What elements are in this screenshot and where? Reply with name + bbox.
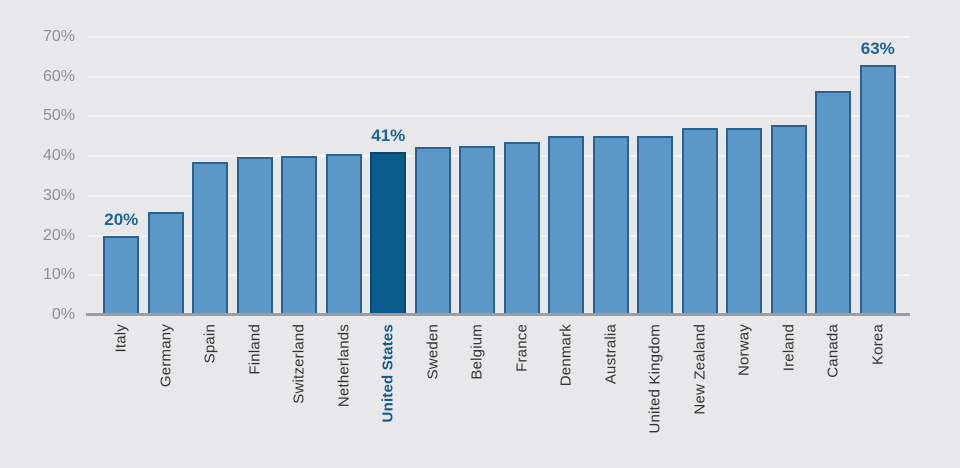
- x-category-label: France: [513, 324, 531, 372]
- x-category-label: Italy: [112, 324, 130, 353]
- x-category-label: Spain: [201, 324, 219, 364]
- bar-column: 41% United States: [366, 37, 411, 422]
- y-tick-label: 0%: [51, 306, 75, 323]
- highlighted-bar: [370, 152, 407, 315]
- bar-column: 20% Italy: [99, 37, 144, 353]
- y-tick-label: 30%: [42, 186, 75, 204]
- y-tick-label: 10%: [42, 266, 75, 284]
- bar-column: Ireland: [767, 37, 812, 371]
- data-label: 20%: [104, 209, 139, 229]
- bar-column: Switzerland: [277, 37, 322, 404]
- x-category-label: Denmark: [557, 324, 575, 387]
- y-tick-label: 40%: [42, 147, 75, 165]
- bar-column: Belgium: [455, 37, 500, 380]
- y-tick-label: 50%: [42, 107, 75, 125]
- bar-column: Netherlands: [322, 37, 367, 407]
- bar-column: Canada: [811, 37, 856, 378]
- bar: [103, 235, 140, 315]
- bar: [281, 156, 318, 315]
- x-category-label: Switzerland: [290, 324, 308, 404]
- bar: [147, 211, 184, 315]
- bar: [726, 127, 763, 315]
- bar: [815, 91, 852, 315]
- x-axis-line: [86, 313, 910, 316]
- bar-series: 20% Italy Germany Spain Finland Switzerland Ne…: [99, 37, 901, 434]
- bar: [503, 142, 540, 315]
- bar-column: Australia: [589, 37, 634, 384]
- bar: [459, 145, 496, 315]
- gridline: [88, 36, 910, 38]
- gridline: [88, 234, 910, 237]
- gridline: [88, 115, 910, 118]
- data-label: 63%: [860, 38, 895, 58]
- x-category-label: New Zealand: [691, 324, 709, 415]
- x-category-label: United Kingdom: [646, 324, 664, 434]
- bar: [637, 136, 674, 315]
- x-category-label: Netherlands: [335, 324, 353, 408]
- bar-column: Finland: [233, 37, 278, 375]
- bar: [681, 127, 718, 315]
- y-tick-label: 70%: [42, 28, 75, 45]
- bar-column: 63% Korea: [856, 37, 901, 365]
- x-category-label: Korea: [869, 324, 887, 366]
- bar-column: Sweden: [411, 37, 456, 379]
- x-category-label: Sweden: [424, 324, 442, 380]
- gridline: [88, 75, 910, 78]
- bar: [548, 135, 585, 315]
- x-category-label: Finland: [246, 324, 264, 375]
- x-category-label: Belgium: [468, 324, 486, 380]
- bar-column: Norway: [722, 37, 767, 376]
- bar-column: Spain: [188, 37, 233, 363]
- y-tick-label: 60%: [42, 67, 75, 85]
- x-category-label: Germany: [157, 324, 175, 388]
- bar: [236, 157, 273, 315]
- x-category-label: Ireland: [780, 324, 798, 372]
- bar: [859, 64, 896, 315]
- y-tick-label: 20%: [42, 226, 75, 244]
- bar: [325, 154, 362, 315]
- x-category-label: Canada: [824, 324, 842, 378]
- bar: [592, 135, 629, 315]
- bar: [192, 162, 229, 315]
- bar-column: France: [500, 37, 545, 372]
- bar-column: United Kingdom: [633, 37, 678, 434]
- gridline: [88, 194, 910, 197]
- gridline: [88, 274, 910, 277]
- bar: [770, 124, 807, 315]
- bar-column: New Zealand: [678, 37, 723, 415]
- gridline: [88, 155, 910, 158]
- x-category-label: Australia: [602, 324, 620, 385]
- data-label: 41%: [371, 126, 406, 146]
- bar: [414, 146, 451, 315]
- bar-column: Germany: [144, 37, 189, 387]
- x-category-label: Norway: [735, 324, 753, 377]
- bar-column: Denmark: [544, 37, 589, 386]
- x-category-label: United States: [379, 324, 397, 423]
